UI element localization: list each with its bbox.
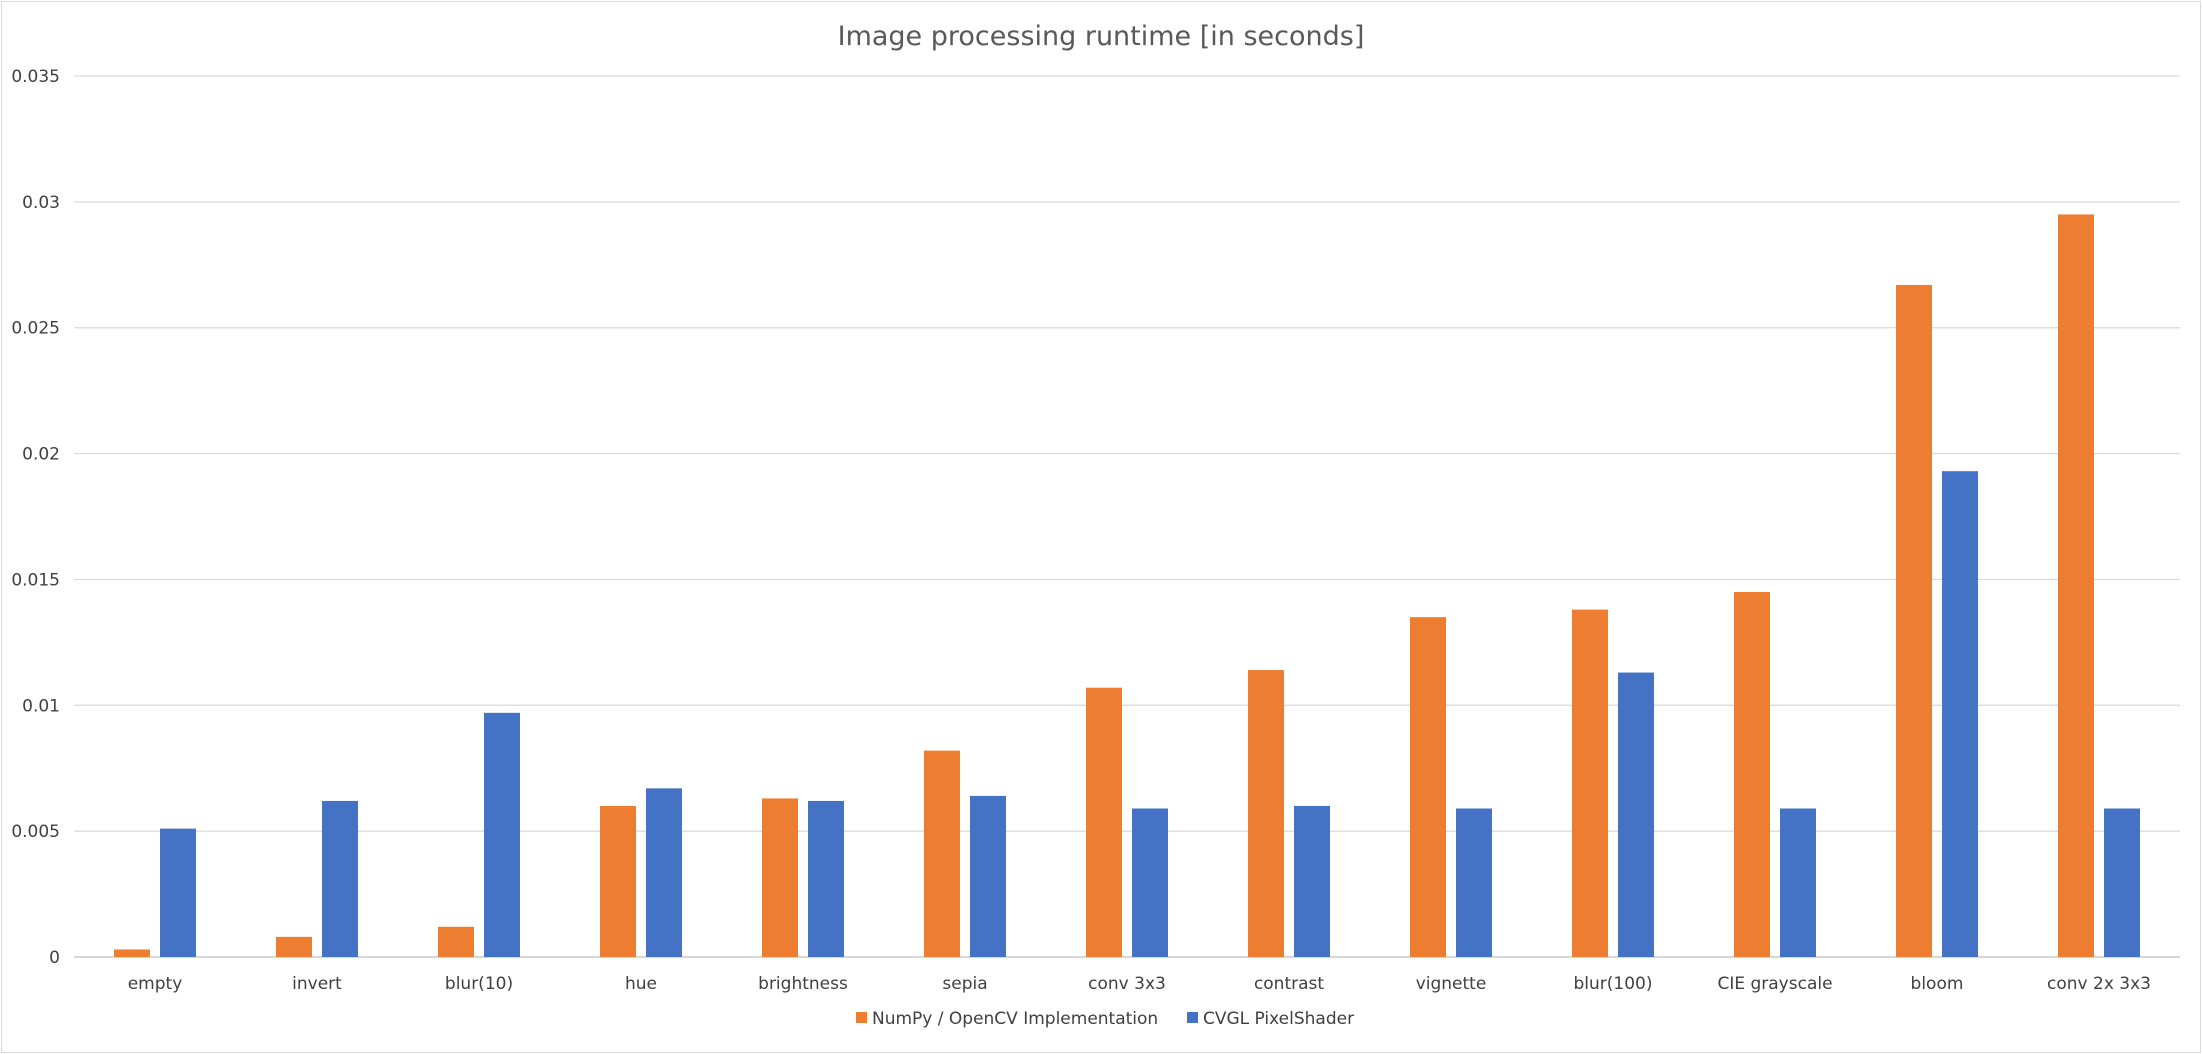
bar-numpy-opencv (438, 926, 474, 957)
x-tick-label: bloom (1911, 974, 1964, 994)
bar-cvgl-pixelshader (970, 795, 1006, 957)
x-tick-label: brightness (758, 974, 848, 994)
y-axis-ticks: 0 0.005 0.01 0.015 0.02 0.025 0.03 0.035 (11, 67, 60, 968)
x-tick-label: empty (128, 974, 183, 994)
y-tick-label: 0 (49, 948, 60, 968)
x-tick-label: invert (292, 974, 342, 994)
y-tick-label: 0.025 (11, 319, 60, 339)
x-tick-label: sepia (942, 974, 987, 994)
y-tick-label: 0.02 (22, 445, 60, 465)
x-tick-label: contrast (1254, 974, 1324, 994)
bar-cvgl-pixelshader (808, 800, 844, 957)
bar-numpy-opencv (1572, 609, 1608, 957)
x-tick-label: conv 3x3 (1088, 974, 1166, 994)
bar-cvgl-pixelshader (1132, 808, 1168, 957)
legend-swatch (1187, 1012, 1198, 1023)
x-tick-label: hue (625, 974, 657, 994)
bar-cvgl-pixelshader (2104, 808, 2140, 957)
bar-numpy-opencv (114, 949, 150, 957)
bar-cvgl-pixelshader (1780, 808, 1816, 957)
bar-cvgl-pixelshader (322, 800, 358, 957)
bar-numpy-opencv (600, 805, 636, 957)
bar-numpy-opencv (762, 798, 798, 957)
legend-label: CVGL PixelShader (1203, 1009, 1354, 1029)
y-tick-label: 0.035 (11, 67, 60, 87)
x-tick-label: conv 2x 3x3 (2047, 974, 2151, 994)
legend-swatch (856, 1012, 867, 1023)
x-tick-label: blur(10) (445, 974, 513, 994)
bar-cvgl-pixelshader (1618, 672, 1654, 957)
bar-cvgl-pixelshader (1294, 805, 1330, 957)
bar-cvgl-pixelshader (646, 788, 682, 957)
x-tick-label: vignette (1416, 974, 1487, 994)
y-tick-label: 0.005 (11, 822, 60, 842)
chart-title: Image processing runtime [in seconds] (838, 21, 1365, 52)
gridlines (74, 75, 2180, 958)
y-tick-label: 0.015 (11, 570, 60, 590)
y-tick-label: 0.01 (22, 696, 60, 716)
bar-cvgl-pixelshader (160, 828, 196, 957)
bar-numpy-opencv (276, 936, 312, 957)
bar-cvgl-pixelshader (1942, 471, 1978, 957)
bar-numpy-opencv (1410, 617, 1446, 957)
bar-numpy-opencv (1086, 687, 1122, 957)
legend-label: NumPy / OpenCV Implementation (872, 1009, 1158, 1029)
x-axis-ticks: empty invert blur(10) hue brightness sepia con… (128, 974, 2151, 994)
bar-numpy-opencv (1734, 592, 1770, 957)
bar-cvgl-pixelshader (484, 712, 520, 957)
x-tick-label: blur(100) (1574, 974, 1653, 994)
x-tick-label: CIE grayscale (1717, 974, 1832, 994)
bar-numpy-opencv (1896, 284, 1932, 957)
legend: NumPy / OpenCV Implementation CVGL PixelS… (856, 1009, 1354, 1029)
bar-numpy-opencv (924, 750, 960, 957)
y-tick-label: 0.03 (22, 193, 60, 213)
bar-numpy-opencv (1248, 670, 1284, 957)
bars (114, 214, 2140, 957)
bar-cvgl-pixelshader (1456, 808, 1492, 957)
bar-numpy-opencv (2058, 214, 2094, 957)
